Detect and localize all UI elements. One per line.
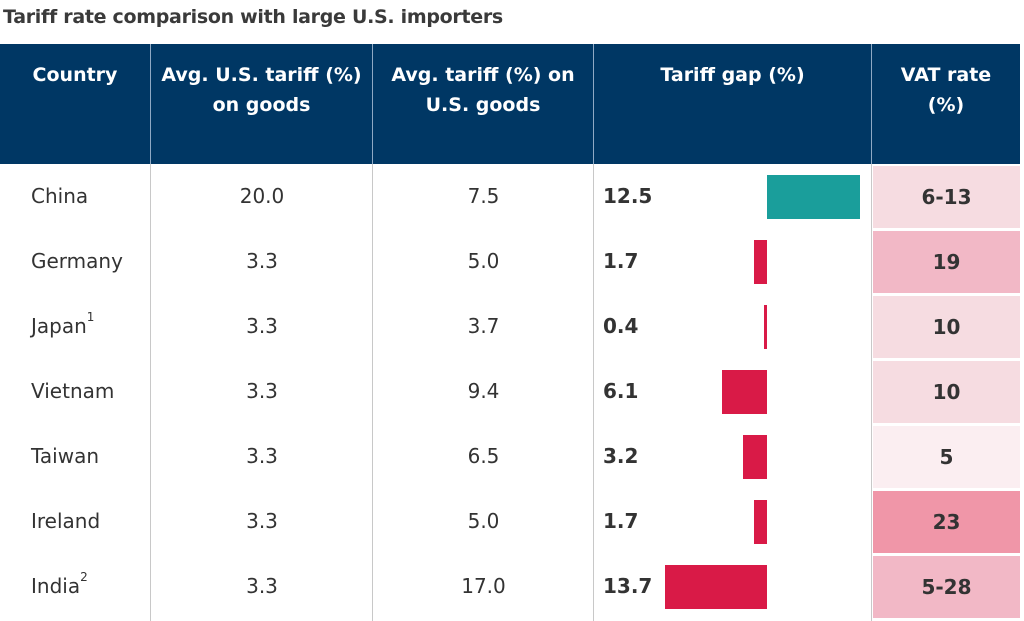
- tariff-gap-label: 6.1: [603, 379, 639, 403]
- header-country: Country: [0, 44, 151, 164]
- tariff-gap-bar: [764, 305, 767, 349]
- table-header: Country Avg. U.S. tariff (%) on goods Av…: [0, 44, 1020, 164]
- divider: [150, 164, 151, 621]
- vat-cell: 19: [873, 231, 1020, 293]
- vat-cell: 23: [873, 491, 1020, 553]
- country-name: Germany: [31, 249, 123, 273]
- vat-cell: 5-28: [873, 556, 1020, 618]
- country-cell: Ireland: [31, 509, 100, 533]
- tariff-on-us-cell: 5.0: [467, 509, 500, 533]
- divider: [372, 164, 373, 621]
- chart-title: Tariff rate comparison with large U.S. i…: [3, 6, 503, 28]
- tariff-gap-label: 3.2: [603, 444, 639, 468]
- header-tariff-gap: Tariff gap (%): [594, 44, 872, 164]
- tariff-on-us-cell: 6.5: [467, 444, 500, 468]
- country-cell: Japan1: [31, 310, 94, 338]
- us-tariff-cell: 3.3: [246, 509, 278, 533]
- vat-cell: 10: [873, 296, 1020, 358]
- header-vat: VAT rate (%): [900, 64, 992, 116]
- country-name: Japan: [31, 314, 87, 338]
- vat-cell: 10: [873, 361, 1020, 423]
- tariff-gap-bar: [767, 175, 861, 219]
- vat-cell: 5: [873, 426, 1020, 488]
- tariff-on-us-cell: 5.0: [467, 249, 500, 273]
- us-tariff-cell: 3.3: [246, 574, 278, 598]
- country-name: Taiwan: [31, 444, 100, 468]
- country-name: China: [31, 184, 89, 208]
- us-tariff-cell: 3.3: [246, 249, 278, 273]
- us-tariff-cell: 3.3: [246, 314, 278, 338]
- tariff-gap-bar: [743, 435, 767, 479]
- country-cell: Germany: [31, 249, 123, 273]
- tariff-gap-label: 1.7: [603, 249, 639, 273]
- tariff-on-us-cell: 3.7: [467, 314, 500, 338]
- country-cell: China: [31, 184, 88, 208]
- tariff-gap-bar: [721, 370, 767, 414]
- tariff-gap-label: 1.7: [603, 509, 639, 533]
- footnote-marker: 1: [86, 310, 95, 324]
- tariff-gap-bar: [664, 565, 767, 609]
- footnote-marker: 2: [80, 570, 88, 584]
- us-tariff-cell: 3.3: [246, 379, 278, 403]
- us-tariff-cell: 3.3: [246, 444, 278, 468]
- tariff-on-us-cell: 17.0: [461, 574, 506, 598]
- divider: [871, 164, 872, 621]
- country-cell: India2: [31, 570, 88, 598]
- tariff-gap-label: 12.5: [603, 184, 653, 208]
- us-tariff-cell: 20.0: [239, 184, 285, 208]
- tariff-on-us-cell: 9.4: [467, 379, 500, 403]
- tariff-on-us-cell: 7.5: [467, 184, 500, 208]
- country-cell: Vietnam: [31, 379, 114, 403]
- country-name: Vietnam: [31, 379, 115, 403]
- header-tariff-on-us: Avg. tariff (%) on U.S. goods: [373, 44, 594, 164]
- country-name: Ireland: [31, 509, 101, 533]
- vat-cell: 6-13: [873, 166, 1020, 228]
- tariff-gap-bar: [754, 240, 767, 284]
- header-us-tariff: Avg. U.S. tariff (%) on goods: [151, 44, 373, 164]
- country-name: India: [31, 574, 81, 598]
- country-cell: Taiwan: [31, 444, 99, 468]
- divider: [593, 164, 594, 621]
- tariff-gap-label: 0.4: [603, 314, 639, 338]
- tariff-gap-bar: [754, 500, 767, 544]
- tariff-gap-label: 13.7: [603, 574, 653, 598]
